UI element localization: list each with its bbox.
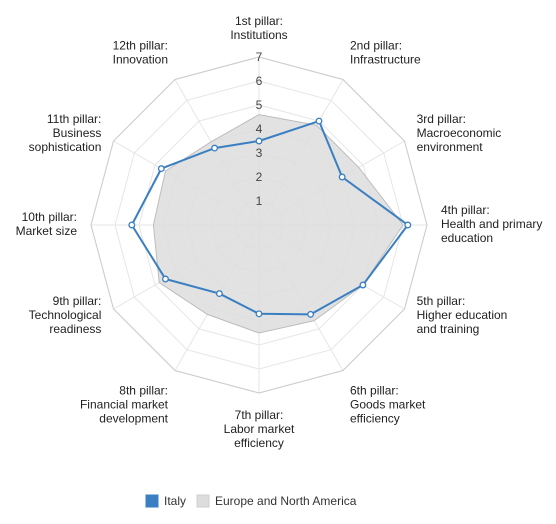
tick-label: 1 xyxy=(256,194,263,208)
axis-label-line: 2nd pillar: xyxy=(350,38,402,52)
axis-label-line: Technological xyxy=(29,308,102,322)
axis-label-line: environment xyxy=(417,140,484,154)
axis-label-line: development xyxy=(99,412,168,426)
data-point-italy xyxy=(211,144,219,152)
legend-item-italy-label[interactable]: Italy xyxy=(164,494,186,508)
tick-label: 6 xyxy=(256,74,263,88)
axis-label-line: Macroeconomic xyxy=(417,126,502,140)
grid-outer-ring xyxy=(90,56,428,394)
data-point-italy xyxy=(215,290,223,298)
data-point-italy xyxy=(162,275,169,283)
axis-label-pillar-3: 3rd pillar: Macroeconomic environment xyxy=(417,112,502,154)
axis-label-line: 12th pillar: xyxy=(113,38,168,52)
axis-label-line: 3rd pillar: xyxy=(417,112,466,126)
tick-label: 4 xyxy=(256,122,263,136)
axis-label-line: education xyxy=(441,231,493,245)
axis-label-line: efficiency xyxy=(350,412,400,426)
axis-label-line: Institutions xyxy=(230,28,287,42)
data-point-italy xyxy=(315,117,323,125)
axis-label-line: and training xyxy=(417,322,480,336)
axis-label-line: Business xyxy=(53,126,102,140)
series-area-europe-north-america xyxy=(152,114,404,334)
axis-label-line: Health and primary xyxy=(441,217,542,231)
axis-label-pillar-7: 7th pillar: Labor market efficiency xyxy=(224,408,295,450)
tick-label: 7 xyxy=(256,50,263,64)
axis-label-line: Labor market xyxy=(224,422,295,436)
axis-label-pillar-9: 9th pillar: Technological readiness xyxy=(29,294,102,336)
axis-label-line: 9th pillar: xyxy=(53,294,102,308)
axis-label-pillar-5: 5th pillar: Higher education and training xyxy=(417,294,508,336)
axis-label-line: Innovation xyxy=(113,52,168,66)
axis-label-pillar-11: 11th pillar: Business sophistication xyxy=(29,112,102,154)
axis-label-line: 10th pillar: xyxy=(22,210,77,224)
axis-label-pillar-1: 1st pillar: Institutions xyxy=(230,14,287,42)
tick-label: 3 xyxy=(256,146,263,160)
data-point-italy xyxy=(128,221,136,229)
axis-label-line: 6th pillar: xyxy=(350,384,399,398)
axis-label-line: Goods market xyxy=(350,398,426,412)
axis-label-pillar-8: 8th pillar: Financial market development xyxy=(80,384,169,426)
data-point-italy xyxy=(157,165,165,173)
axis-label-line: Market size xyxy=(16,224,78,238)
axis-label-line: 1st pillar: xyxy=(235,14,283,28)
axis-label-line: Financial market xyxy=(80,398,169,412)
axis-label-line: Higher education xyxy=(417,308,508,322)
tick-label: 5 xyxy=(256,98,263,112)
axis-label-line: 11th pillar: xyxy=(47,112,101,126)
tick-label: 2 xyxy=(256,170,263,184)
data-point-italy xyxy=(255,137,263,145)
axis-label-line: sophistication xyxy=(29,140,102,154)
axis-label-pillar-12: 12th pillar: Innovation xyxy=(113,38,168,66)
legend-item-italy-swatch[interactable] xyxy=(145,494,159,508)
data-point-italy xyxy=(359,281,367,289)
data-point-italy xyxy=(338,173,346,181)
axis-label-pillar-6: 6th pillar: Goods market efficiency xyxy=(350,384,426,426)
data-point-italy xyxy=(307,310,315,318)
legend-item-europe-north-america-swatch[interactable] xyxy=(196,494,210,508)
axis-label-pillar-2: 2nd pillar: Infrastructure xyxy=(350,38,421,66)
data-point-italy xyxy=(255,310,263,318)
axis-label-line: 8th pillar: xyxy=(119,384,168,398)
axis-label-line: 7th pillar: xyxy=(235,408,284,422)
axis-label-line: 5th pillar: xyxy=(417,294,466,308)
axis-label-pillar-4: 4th pillar: Health and primary education xyxy=(441,203,542,245)
data-point-italy xyxy=(404,221,412,229)
axis-label-line: Infrastructure xyxy=(350,52,421,66)
axis-label-pillar-10: 10th pillar: Market size xyxy=(16,210,78,238)
legend-item-europe-north-america-label[interactable]: Europe and North America xyxy=(215,494,357,508)
axis-label-line: efficiency xyxy=(234,436,284,450)
axis-label-line: 4th pillar: xyxy=(441,203,490,217)
axis-label-line: readiness xyxy=(49,322,101,336)
